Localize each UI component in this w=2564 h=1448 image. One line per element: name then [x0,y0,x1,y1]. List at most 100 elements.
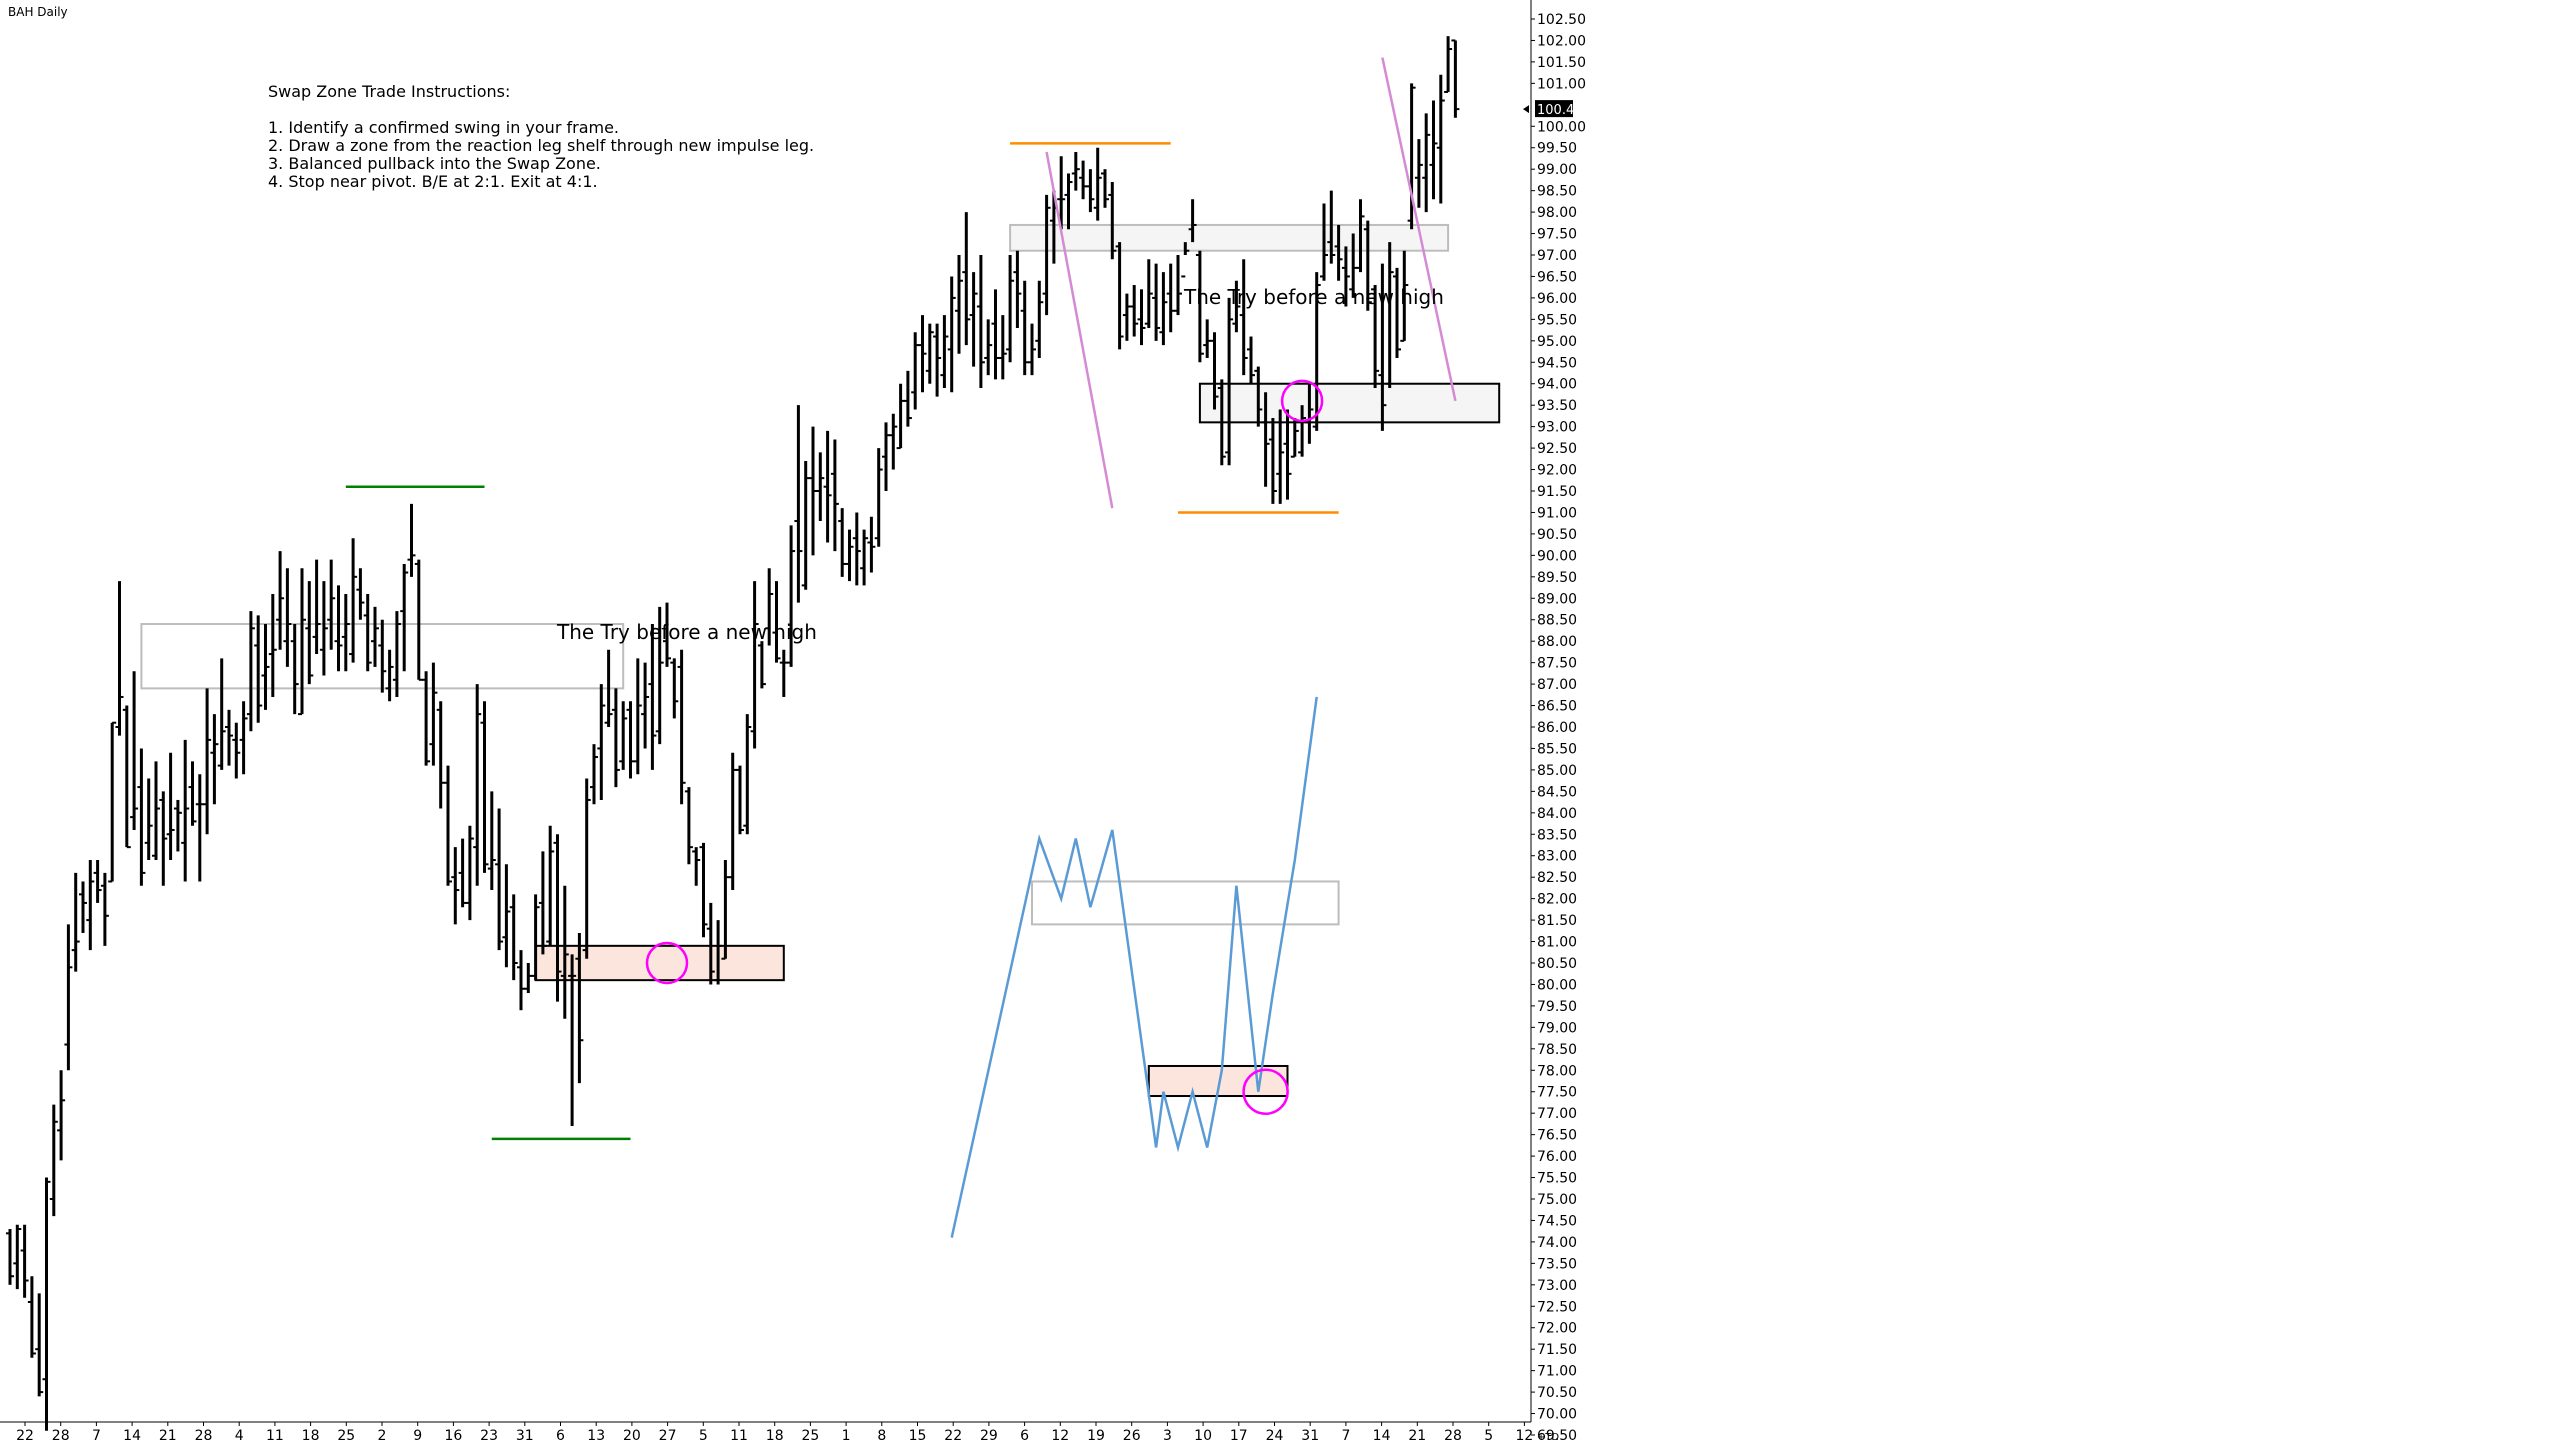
ohlc-bar [1356,199,1365,273]
instruction-line: 2. Draw a zone from the reaction leg she… [268,136,814,155]
y-tick-label: 89.50 [1537,570,1577,586]
y-tick-label: 96.50 [1537,269,1577,285]
y-tick-label: 91.50 [1537,484,1577,500]
ohlc-bar [20,1224,29,1298]
pivot-circle-1 [645,941,689,985]
ohlc-bar [655,606,664,745]
ohlc-bar [1414,139,1423,208]
ohlc-bar [918,315,927,393]
y-tick-label: 73.50 [1537,1256,1577,1272]
y-tick-label: 88.50 [1537,613,1577,629]
ohlc-bar [1341,246,1350,307]
y-tick-label: 83.00 [1537,849,1577,865]
ohlc-bar [1429,100,1438,200]
ohlc-bar [122,705,131,849]
ohlc-bar [480,701,489,873]
ohlc-bar [1144,259,1153,328]
gray-zone-3 [1198,382,1501,424]
ohlc-bar [1451,39,1460,118]
ohlc-bar [976,255,985,389]
ohlc-bar [1101,169,1109,208]
instruction-line: 1. Identify a confirmed swing in your fr… [268,118,619,137]
current-price-arrow [1523,105,1529,114]
y-tick-label: 75.00 [1537,1192,1577,1208]
ohlc-bar [327,559,336,650]
y-tick-label: 79.00 [1537,1020,1577,1036]
pink-zone-1 [534,944,785,982]
ohlc-bar [663,602,671,667]
y-tick-label: 78.50 [1537,1042,1577,1058]
ohlc-bar [444,765,452,886]
ohlc-bar [1320,203,1328,281]
y-tick-label: 74.50 [1537,1213,1577,1229]
ohlc-bar [772,581,781,663]
y-tick-label: 102.50 [1537,12,1586,28]
ohlc-bar [816,452,825,522]
y-tick-label: 80.00 [1537,977,1577,993]
ohlc-bar [1261,392,1270,487]
x-tick-label: 10 [1194,1428,1212,1444]
ohlc-bar [246,611,255,732]
ohlc-bar [1130,285,1139,337]
schematic-path [950,696,1318,1238]
ohlc-bar [1225,297,1234,466]
ohlc-bar [1071,152,1080,191]
ohlc-bar [276,551,285,650]
x-tick-label: 21 [159,1428,177,1444]
magenta-down-line-1 [1045,151,1114,509]
ohlc-bar [757,641,766,689]
ohlc-bar [692,847,701,886]
ohlc-bar [1195,250,1204,363]
instruction-line: 4. Stop near pivot. B/E at 2:1. Exit at … [268,172,598,191]
x-tick-label: 13 [587,1428,605,1444]
schematic-circle [1242,1068,1289,1115]
ohlc-bar [509,894,518,981]
y-tick-label: 99.00 [1537,162,1577,178]
ohlc-bar [188,761,197,826]
y-tick-label: 93.00 [1537,420,1577,436]
x-tick-label: 31 [516,1428,534,1444]
y-tick-label: 73.00 [1537,1278,1577,1294]
ohlc-bar [225,709,233,766]
ohlc-bar [290,624,299,715]
ohlc-bar [181,739,190,882]
x-tick-label: 9 [413,1428,422,1444]
ohlc-bar [115,581,124,736]
ohlc-bar [1188,199,1197,243]
ohlc-bar [1057,156,1066,230]
x-tick-label: 29 [980,1428,998,1444]
ohlc-bar [130,671,139,830]
ohlc-bar [1436,74,1445,204]
ohlc-bar [1312,272,1321,431]
x-tick-label: 23 [480,1428,498,1444]
y-tick-label: 92.00 [1537,463,1577,479]
ohlc-bar [1305,383,1314,444]
ohlc-bar [334,585,343,672]
x-tick-label: 4 [235,1428,244,1444]
y-tick-label: 71.50 [1537,1342,1577,1358]
ohlc-bar [298,568,306,716]
try-label-1: The Try before a new high [556,620,817,644]
ohlc-bar [1283,409,1292,500]
ohlc-bar [743,714,752,835]
ohlc-bar [144,778,153,861]
ohlc-bar [1385,242,1394,389]
ohlc-bar [392,611,401,697]
y-tick-label: 81.50 [1537,913,1577,929]
ohlc-bar [93,860,102,903]
ohlc-bar [400,563,409,672]
ohlc-bar [940,315,949,389]
ohlc-bar [349,538,358,663]
ohlc-bar [1247,336,1255,384]
ohlc-bar [1276,409,1285,504]
ohlc-bar [867,516,876,573]
ohlc-bar [1363,220,1372,311]
y-tick-label: 88.00 [1537,634,1577,650]
ohlc-bar [955,255,963,354]
x-tick-label: 19 [1087,1428,1105,1444]
ohlc-bar [159,791,168,886]
magenta-down-line-2 [1381,57,1457,402]
y-tick-label: 92.50 [1537,441,1577,457]
y-tick-label: 99.50 [1537,141,1577,157]
ohlc-bar [546,825,555,946]
